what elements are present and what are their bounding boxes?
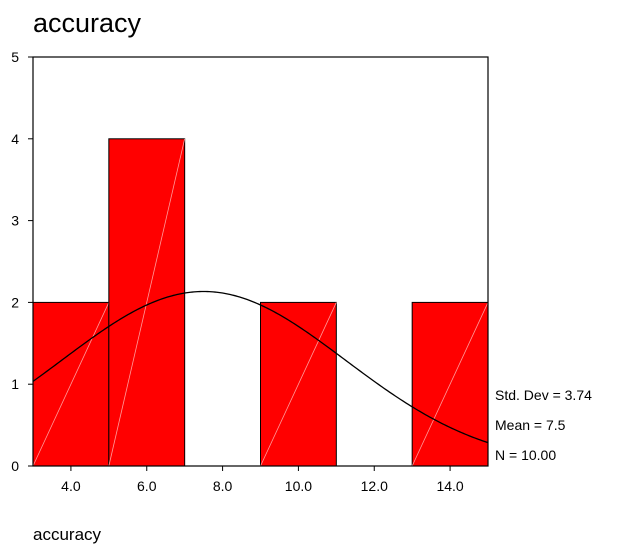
bar-hatch-1 bbox=[108, 138, 186, 467]
normal-curve bbox=[32, 290, 489, 444]
stat-n: N = 10.00 bbox=[495, 447, 556, 463]
x-tick-label-1: 6.0 bbox=[137, 478, 157, 494]
stat-std-dev: Std. Dev = 3.74 bbox=[495, 387, 592, 403]
x-tick-label-3: 10.0 bbox=[285, 478, 312, 494]
plot-frame bbox=[32, 56, 489, 467]
y-tick-label-0: 0 bbox=[11, 458, 19, 474]
bar-hatch-5 bbox=[411, 302, 489, 467]
y-tick-label-5: 5 bbox=[11, 49, 19, 65]
y-tick-label-1: 1 bbox=[11, 376, 19, 392]
bars-group bbox=[32, 138, 489, 467]
stat-mean: Mean = 7.5 bbox=[495, 417, 566, 433]
y-tick-label-3: 3 bbox=[11, 213, 19, 229]
y-tick-label-4: 4 bbox=[11, 131, 19, 147]
y-axis: 0 1 2 3 4 5 bbox=[11, 49, 33, 474]
x-axis: 4.0 6.0 8.0 10.0 12.0 14.0 bbox=[61, 466, 464, 494]
x-tick-label-2: 8.0 bbox=[213, 478, 233, 494]
x-tick-label-5: 14.0 bbox=[436, 478, 463, 494]
bar-hatch-0 bbox=[32, 302, 110, 467]
chart-title: accuracy bbox=[33, 8, 142, 38]
bar-hatch-3 bbox=[260, 302, 337, 467]
y-tick-label-2: 2 bbox=[11, 294, 19, 310]
x-tick-label-4: 12.0 bbox=[361, 478, 388, 494]
x-tick-label-0: 4.0 bbox=[61, 478, 81, 494]
x-axis-label: accuracy bbox=[33, 525, 102, 544]
